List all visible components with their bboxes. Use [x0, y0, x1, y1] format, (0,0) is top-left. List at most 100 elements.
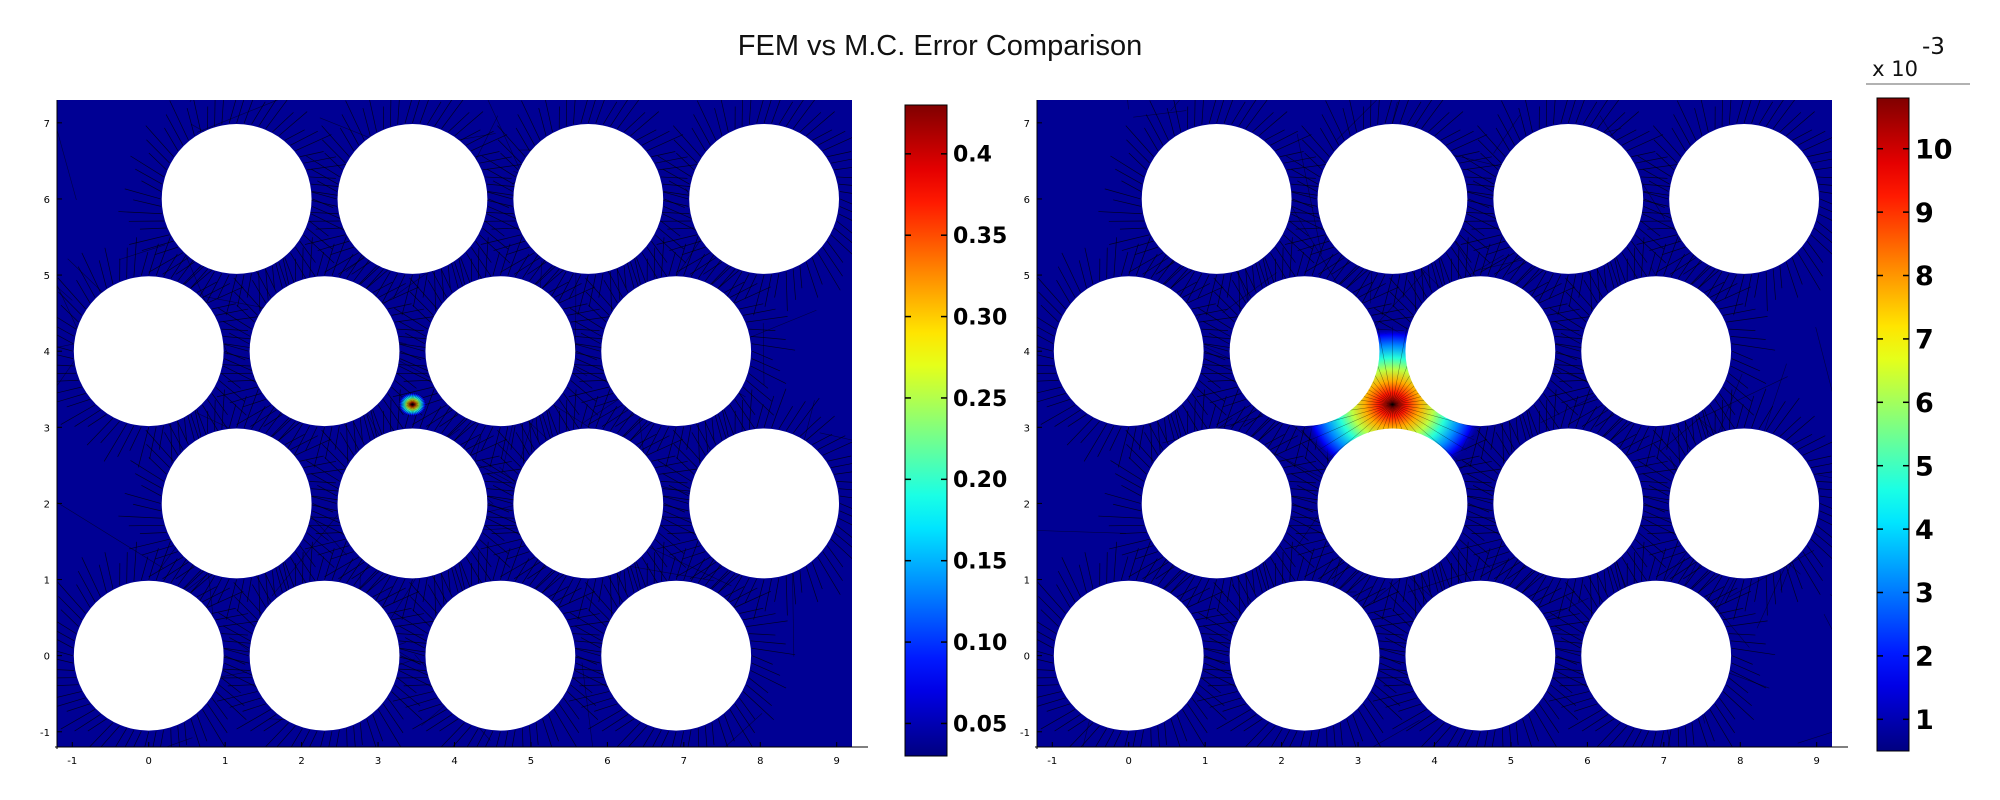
figure-title: FEM vs M.C. Error Comparison — [737, 30, 1143, 62]
x-tick-label: 4 — [1431, 756, 1437, 767]
colorbar-tick-label: 0.10 — [953, 631, 1007, 656]
y-tick-label: 1 — [1024, 576, 1030, 587]
y-tick-label: 2 — [1024, 499, 1030, 510]
x-tick-label: 0 — [146, 756, 152, 767]
hole-5 — [1053, 276, 1204, 427]
colorbar-tick-label: 0.20 — [953, 468, 1007, 493]
y-tick-label: 5 — [44, 271, 50, 282]
hole-5 — [73, 276, 224, 427]
colorbar-exponent: -3 — [1922, 34, 1945, 60]
y-tick-label: 5 — [1024, 271, 1030, 282]
hole-6 — [1229, 276, 1380, 427]
hole-4 — [689, 124, 840, 274]
hole-13 — [73, 580, 224, 731]
x-tick-label: -1 — [1047, 756, 1057, 767]
hole-13 — [1053, 580, 1204, 731]
y-tick-label: 1 — [44, 576, 50, 587]
hole-8 — [601, 276, 752, 427]
x-tick-label: 1 — [1202, 756, 1208, 767]
x-tick-label: 3 — [375, 756, 381, 767]
hole-10 — [1317, 428, 1468, 579]
hole-3 — [513, 124, 664, 274]
y-tick-label: 7 — [44, 119, 50, 130]
y-tick-label: -1 — [1020, 728, 1030, 739]
left-panel: -1 0 1 2 3 4 5 6 7 8 9 -1 0 1 2 3 4 5 6 7 — [40, 100, 868, 767]
x-tick-label: -1 — [67, 756, 77, 767]
hole-11 — [1493, 428, 1644, 579]
hole-15 — [425, 580, 576, 731]
hole-7 — [1405, 276, 1556, 427]
y-tick-label: 7 — [1024, 119, 1030, 130]
colorbar-tick-label: 4 — [1915, 515, 1934, 546]
hotspot-mesh — [398, 392, 427, 417]
x-tick-label: 8 — [757, 756, 763, 767]
hole-16 — [601, 580, 752, 731]
y-tick-label: 6 — [1024, 195, 1030, 206]
hole-15 — [1405, 580, 1556, 731]
y-tick-label: 3 — [1024, 423, 1030, 434]
hole-14 — [249, 580, 400, 731]
colorbar-tick-label: 10 — [1915, 134, 1953, 165]
colorbar-tick-label: 0.35 — [953, 224, 1007, 249]
hole-8 — [1581, 276, 1732, 427]
x-tick-label: 0 — [1126, 756, 1132, 767]
x-tick-label: 2 — [1278, 756, 1284, 767]
colorbar-tick-label: 3 — [1915, 578, 1934, 609]
hole-12 — [689, 428, 840, 579]
right-panel: -1 0 1 2 3 4 5 6 7 8 9 -1 0 1 2 3 4 5 6 7 — [1020, 100, 1848, 767]
colorbar-tick-label: 0.25 — [953, 387, 1007, 412]
x-tick-label: 9 — [1814, 756, 1820, 767]
y-tick-label: 4 — [44, 347, 50, 358]
colorbar-tick-label: 1 — [1915, 705, 1934, 736]
hole-4 — [1669, 124, 1820, 274]
y-tick-label: 2 — [44, 499, 50, 510]
y-tick-label: 6 — [44, 195, 50, 206]
x-tick-label: 9 — [834, 756, 840, 767]
x-tick-label: 1 — [222, 756, 228, 767]
colorbar-tick-label: 2 — [1915, 642, 1934, 673]
x-tick-label: 6 — [604, 756, 610, 767]
hole-1 — [1141, 124, 1292, 274]
hole-2 — [337, 124, 488, 274]
colorbar-tick-label: 6 — [1915, 388, 1934, 419]
colorbar-tick-label: 7 — [1915, 325, 1934, 356]
colorbar-gradient — [904, 104, 948, 757]
x-tick-label: 5 — [528, 756, 534, 767]
colorbar-tick-label: 0.05 — [953, 712, 1007, 737]
x-tick-label: 4 — [451, 756, 457, 767]
y-tick-label: -1 — [40, 728, 50, 739]
colorbar-tick-label: 0.30 — [953, 305, 1007, 330]
left-colorbar: 0.4 0.35 0.30 0.25 0.20 0.15 0.10 0.05 — [904, 104, 1007, 757]
y-tick-label: 3 — [44, 423, 50, 434]
x-tick-label: 5 — [1508, 756, 1514, 767]
colorbar-multiplier: x 10 — [1872, 57, 1918, 81]
hole-1 — [161, 124, 312, 274]
hole-7 — [425, 276, 576, 427]
x-tick-label: 8 — [1737, 756, 1743, 767]
hole-9 — [161, 428, 312, 579]
y-tick-label: 0 — [1024, 652, 1030, 663]
hole-10 — [337, 428, 488, 579]
x-tick-label: 3 — [1355, 756, 1361, 767]
hole-16 — [1581, 580, 1732, 731]
x-tick-label: 2 — [298, 756, 304, 767]
x-tick-label: 7 — [1661, 756, 1667, 767]
hole-14 — [1229, 580, 1380, 731]
hole-9 — [1141, 428, 1292, 579]
x-tick-label: 6 — [1584, 756, 1590, 767]
colorbar-tick-label: 0.15 — [953, 550, 1007, 575]
colorbar-gradient — [1876, 97, 1910, 752]
x-tick-label: 7 — [681, 756, 687, 767]
y-tick-label: 4 — [1024, 347, 1030, 358]
hole-6 — [249, 276, 400, 427]
colorbar-tick-label: 0.4 — [953, 143, 992, 168]
hole-3 — [1493, 124, 1644, 274]
hole-11 — [513, 428, 664, 579]
right-colorbar: 10 9 8 7 6 5 4 3 2 1 x 10-3 — [1866, 34, 1970, 752]
colorbar-tick-label: 8 — [1915, 261, 1934, 292]
y-tick-label: 0 — [44, 652, 50, 663]
hole-2 — [1317, 124, 1468, 274]
hole-12 — [1669, 428, 1820, 579]
colorbar-tick-label: 5 — [1915, 451, 1934, 482]
